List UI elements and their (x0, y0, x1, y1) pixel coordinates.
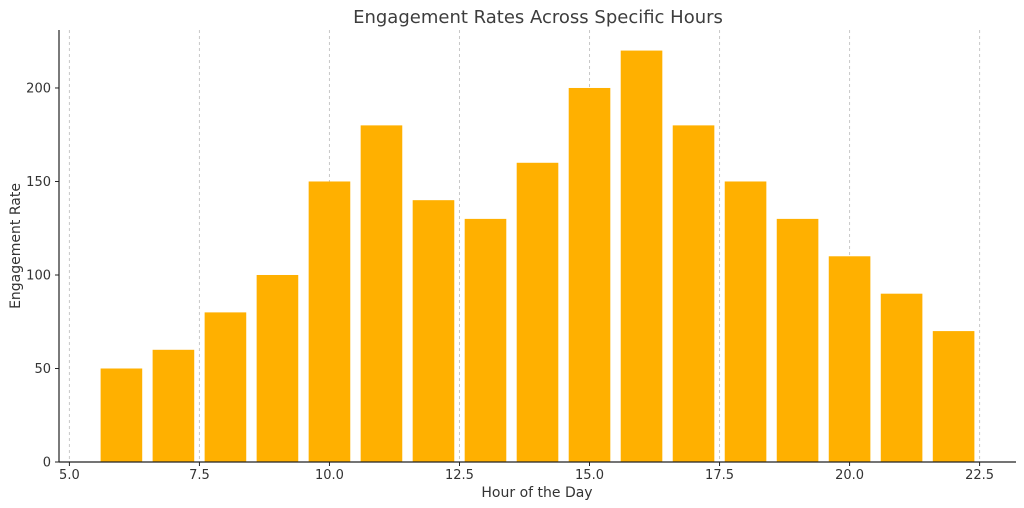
bar (620, 50, 663, 462)
y-tick-label: 150 (26, 175, 51, 190)
bar (152, 349, 195, 462)
axes (58, 30, 1016, 463)
x-ticks: 5.0 7.5 10.0 12.5 15.0 17.5 20.0 22.5 (59, 462, 994, 483)
bar (412, 200, 455, 462)
bar (204, 312, 247, 462)
bar (828, 256, 871, 462)
x-tick-label: 17.5 (705, 468, 734, 483)
chart-title: Engagement Rates Across Specific Hours (353, 7, 723, 28)
x-axis-label: Hour of the Day (481, 485, 592, 501)
x-tick-label: 12.5 (445, 468, 474, 483)
y-axis-label: Engagement Rate (8, 183, 24, 309)
y-tick-label: 50 (34, 362, 51, 377)
bar (776, 218, 819, 462)
x-tick-label: 22.5 (965, 468, 994, 483)
bar (308, 181, 351, 462)
bar (360, 125, 403, 463)
x-tick-label: 10.0 (315, 468, 344, 483)
bar (724, 181, 767, 462)
bar (516, 162, 559, 462)
bars (100, 50, 975, 463)
y-ticks: 0 50 100 150 200 (26, 81, 59, 471)
x-tick-label: 7.5 (189, 468, 210, 483)
y-tick-label: 100 (26, 268, 51, 283)
y-tick-label: 0 (43, 456, 51, 471)
x-tick-label: 20.0 (835, 468, 864, 483)
bar (672, 125, 715, 463)
bar (256, 274, 299, 462)
bar (880, 293, 923, 462)
bar (100, 368, 143, 462)
bar (464, 218, 507, 462)
bar (568, 87, 611, 462)
bar (932, 331, 975, 462)
x-tick-label: 5.0 (59, 468, 80, 483)
x-tick-label: 15.0 (575, 468, 604, 483)
y-tick-label: 200 (26, 81, 51, 96)
